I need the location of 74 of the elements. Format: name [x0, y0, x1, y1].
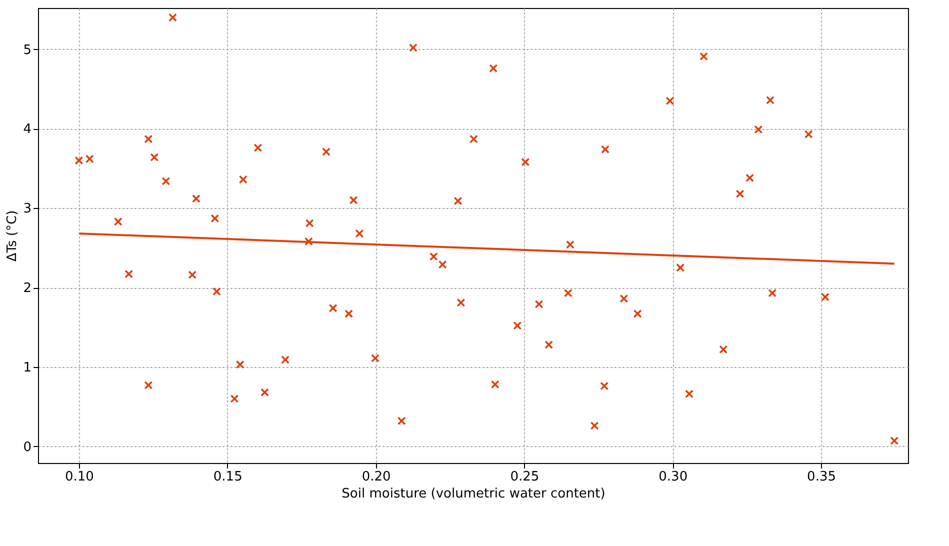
point [168, 13, 178, 22]
point [305, 218, 314, 228]
point [633, 309, 642, 318]
point [74, 156, 84, 165]
point [754, 125, 763, 134]
point [719, 345, 728, 354]
point [700, 52, 708, 61]
y-tick-label: 5 [23, 42, 32, 58]
point [676, 263, 685, 272]
point [469, 134, 478, 144]
y-axis-title: ΔTs (°C) [5, 210, 20, 262]
point [328, 304, 338, 312]
point [188, 270, 197, 280]
point [210, 214, 220, 223]
point [254, 144, 262, 152]
point [144, 134, 153, 144]
point [590, 421, 599, 430]
x-tick-label: 0.15 [213, 470, 242, 484]
point [746, 174, 754, 182]
point [370, 354, 380, 362]
point [456, 298, 466, 307]
point [230, 394, 239, 403]
point [212, 287, 221, 296]
point [564, 288, 572, 298]
x-tick-label: 0.25 [510, 470, 540, 484]
point [544, 340, 554, 349]
point [162, 176, 170, 186]
point [666, 96, 674, 106]
point [397, 416, 406, 426]
x-tick-label: 0.20 [362, 470, 391, 484]
point [344, 309, 354, 318]
point [304, 237, 313, 246]
point [150, 153, 159, 162]
point [804, 130, 813, 139]
point [355, 229, 364, 238]
point [238, 175, 248, 184]
point [438, 260, 447, 269]
point [600, 382, 609, 390]
point [490, 380, 500, 389]
point [85, 154, 94, 164]
point [260, 388, 270, 397]
point [766, 96, 775, 104]
point [454, 196, 462, 206]
y-tick-label: 4 [23, 122, 32, 138]
point [281, 356, 290, 364]
y-tick-label: 3 [23, 202, 32, 217]
point [192, 194, 200, 203]
point [513, 321, 522, 330]
point [408, 43, 418, 52]
point [736, 190, 744, 198]
point [322, 147, 330, 156]
y-tick-label: 1 [23, 360, 32, 376]
x-tick-label: 0.30 [658, 470, 688, 484]
point [620, 294, 628, 303]
point [236, 360, 244, 369]
point [600, 145, 610, 154]
point [124, 270, 134, 278]
point [114, 217, 122, 226]
x-tick-label: 0.10 [64, 470, 94, 484]
point [820, 292, 830, 302]
y-tick-label: 2 [23, 281, 32, 296]
point [684, 390, 694, 398]
point [144, 380, 153, 390]
point [349, 196, 358, 204]
point [566, 240, 574, 249]
point [890, 436, 899, 446]
x-tick-label: 0.35 [807, 470, 836, 484]
x-axis-title: Soil moisture (volumetric water content) [342, 486, 606, 502]
point [768, 288, 777, 298]
y-tick-label: 0 [23, 440, 32, 455]
point [429, 252, 438, 261]
point [534, 300, 544, 308]
point [489, 64, 498, 73]
point [521, 158, 530, 166]
